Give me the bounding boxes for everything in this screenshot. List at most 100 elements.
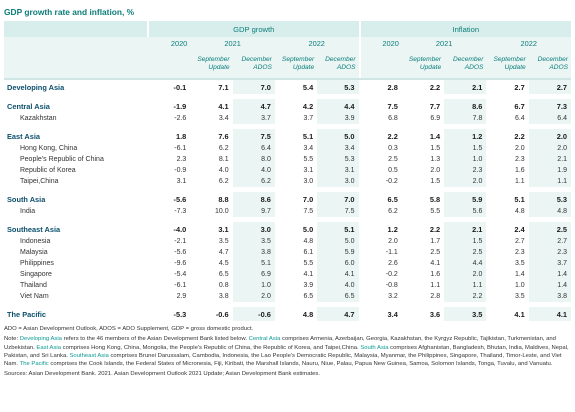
- region-row: Developing Asia -0.1 7.1 7.0 5.4 5.3 2.8 2.2 2.1…: [4, 80, 572, 94]
- gdp-value-cell: 3.1: [218, 224, 229, 234]
- economy-row: Singapore -5.4 6.5 6.9 4.1 4.1 -0.2 1.6 2.0 1.4 1.…: [4, 269, 572, 280]
- inf-value-cell: 3.8: [528, 291, 572, 302]
- inf-value-cell: 6.7: [514, 101, 525, 111]
- economy-row: India -7.3 10.0 9.7 7.5 7.5 6.2 5.5 5.6 4.8 4.8: [4, 206, 572, 217]
- gdp-value-cell: 7.5: [317, 206, 360, 217]
- inf-value-cell: 2.5: [528, 222, 572, 236]
- gdp-value-cell: 7.6: [218, 131, 229, 141]
- economy-row: Thailand -6.1 0.8 1.0 3.9 4.0 -0.8 1.1 1.1 1.0 1.4: [4, 280, 572, 291]
- subheader-gdp-2020-blank: [148, 50, 191, 78]
- row-label: Philippines: [20, 260, 54, 267]
- inf-value-cell: 2.0: [444, 269, 487, 280]
- inf-value-cell: 7.5: [358, 99, 402, 113]
- gdp-value-cell: 4.1: [303, 271, 314, 278]
- inf-value-cell: 1.0: [444, 154, 487, 165]
- inf-value-cell: 2.7: [528, 80, 572, 94]
- gdp-value-cell: -2.1: [174, 238, 187, 245]
- inf-value-cell: 4.1: [514, 309, 525, 319]
- inf-value-cell: 2.1: [444, 80, 487, 94]
- economy-row: Indonesia -2.1 3.5 3.5 4.8 5.0 2.0 1.7 1.5 2.7 2.7: [4, 236, 572, 247]
- gdp-value-cell: 4.1: [317, 269, 360, 280]
- subheader-december-ados: December ADOS: [232, 50, 275, 78]
- inf-value-cell: 3.2: [358, 291, 402, 302]
- inf-value-cell: -0.8: [358, 280, 402, 291]
- inf-value-cell: 3.4: [358, 307, 402, 321]
- gdp-value-cell: 5.0: [302, 224, 314, 234]
- row-label: Hong Kong, China: [20, 145, 78, 152]
- gdp-value-cell: 1.8: [176, 131, 187, 141]
- inf-value-cell: 2.8: [358, 80, 402, 94]
- gdp-value-cell: -9.6: [174, 260, 187, 267]
- inf-value-cell: 2.3: [514, 249, 525, 256]
- subheader-september-update: September Update: [401, 50, 445, 78]
- inf-value-cell: 2.5: [358, 154, 402, 165]
- gdp-value-cell: 4.0: [317, 280, 360, 291]
- gdp-value-cell: -5.6: [173, 194, 187, 204]
- inf-value-cell: 5.8: [429, 194, 441, 204]
- economy-row: Taipei,China 3.1 6.2 6.2 3.0 3.0 -0.2 1.5 2.0 1.1…: [4, 176, 572, 187]
- gdp-value-cell: -1.9: [173, 101, 187, 111]
- inf-value-cell: 1.9: [528, 165, 572, 176]
- gdp-value-cell: 6.1: [303, 249, 314, 256]
- inf-value-cell: 2.0: [444, 176, 487, 187]
- inf-value-cell: 2.6: [358, 258, 402, 269]
- gdp-value-cell: -5.6: [174, 249, 187, 256]
- inf-value-cell: 3.5: [444, 307, 487, 321]
- gdp-value-cell: 5.3: [317, 154, 360, 165]
- gdp-value-cell: 4.8: [303, 238, 314, 245]
- gdp-value-cell: 8.1: [218, 156, 229, 163]
- gdp-value-cell: 5.1: [317, 222, 360, 236]
- gdp-value-cell: -5.4: [174, 271, 187, 278]
- inf-value-cell: -0.2: [358, 269, 402, 280]
- region-row: Central Asia -1.9 4.1 4.7 4.2 4.4 7.5 7.7 8.6 6.7…: [4, 99, 572, 113]
- inf-value-cell: 2.8: [430, 293, 441, 300]
- gdp-value-cell: 5.3: [317, 80, 360, 94]
- row-label: Singapore: [20, 271, 52, 278]
- gdp-value-cell: 3.0: [317, 176, 360, 187]
- region-row: South Asia -5.6 8.8 8.6 7.0 7.0 6.5 5.8 5.9 5.1 5.…: [4, 192, 572, 206]
- gdp-value-cell: 5.0: [317, 236, 360, 247]
- inf-value-cell: 1.4: [528, 280, 572, 291]
- region-row: East Asia 1.8 7.6 7.5 5.1 5.0 2.2 1.4 1.2 2.2 2.0: [4, 129, 572, 143]
- gdp-value-cell: 4.5: [218, 260, 229, 267]
- gdp-value-cell: 4.0: [218, 167, 229, 174]
- inf-value-cell: 1.4: [429, 131, 441, 141]
- gdp-value-cell: 6.5: [218, 271, 229, 278]
- inf-value-cell: 0.5: [358, 165, 402, 176]
- gdp-value-cell: 4.0: [232, 165, 275, 176]
- inf-value-cell: 2.0: [528, 129, 572, 143]
- header-blank: [4, 21, 148, 37]
- inf-value-cell: 1.5: [430, 178, 441, 185]
- inf-value-cell: 2.0: [358, 236, 402, 247]
- table-notes: ADO = Asian Development Outlook, ADOS = …: [4, 325, 571, 379]
- gdp-value-cell: 3.7: [232, 113, 275, 124]
- header-inf-2020: 2020: [358, 37, 402, 50]
- row-label: People's Republic of China: [20, 156, 104, 163]
- inf-value-cell: 2.2: [429, 82, 441, 92]
- economy-row: Philippines -9.6 4.5 5.1 5.5 6.0 2.6 4.1 4.4 3.5 3…: [4, 258, 572, 269]
- region-row: Southeast Asia -4.0 3.1 3.0 5.0 5.1 1.2 2.2 2.1 2…: [4, 222, 572, 236]
- inf-value-cell: 5.9: [444, 192, 487, 206]
- inf-value-cell: 2.0: [514, 145, 525, 152]
- gdp-value-cell: 3.0: [232, 222, 275, 236]
- gdp-value-cell: 5.4: [302, 82, 314, 92]
- inf-value-cell: 8.6: [444, 99, 487, 113]
- economy-row: Kazakhstan -2.6 3.4 3.7 3.7 3.9 6.8 6.9 7.8 6.4 6.…: [4, 113, 572, 124]
- abbreviations-note: ADO = Asian Development Outlook, ADOS = …: [4, 326, 254, 332]
- gdp-value-cell: 6.2: [218, 178, 229, 185]
- gdp-value-cell: 7.5: [232, 129, 275, 143]
- gdp-value-cell: 6.2: [218, 145, 229, 152]
- gdp-value-cell: 5.9: [317, 247, 360, 258]
- gdp-value-cell: 7.5: [303, 208, 314, 215]
- inf-value-cell: 1.7: [430, 238, 441, 245]
- inf-value-cell: 1.1: [528, 176, 572, 187]
- inf-value-cell: 2.3: [528, 247, 572, 258]
- gdp-value-cell: 4.4: [317, 99, 360, 113]
- subheader-inf-2020-blank: [358, 50, 402, 78]
- row-label: Developing Asia: [7, 82, 65, 92]
- gdp-value-cell: 3.9: [303, 282, 314, 289]
- gdp-value-cell: -4.0: [173, 224, 187, 234]
- inf-value-cell: 4.8: [514, 208, 525, 215]
- inf-value-cell: 7.8: [444, 113, 487, 124]
- inf-value-cell: 5.3: [528, 192, 572, 206]
